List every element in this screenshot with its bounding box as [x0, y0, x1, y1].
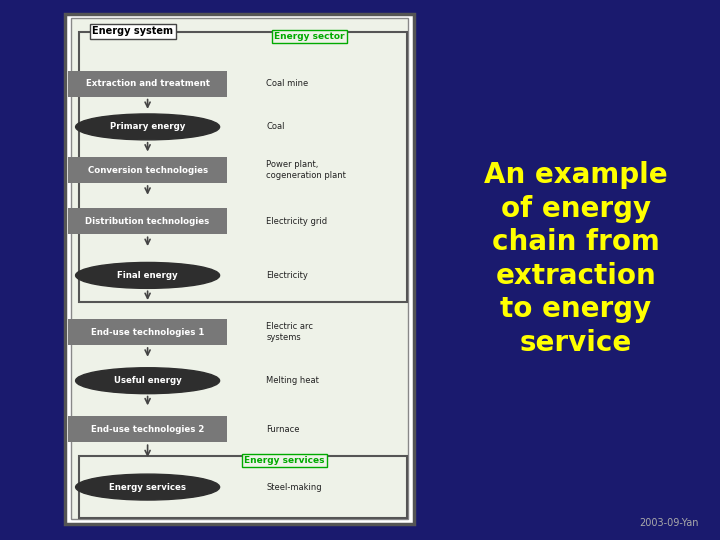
Text: Energy services: Energy services — [109, 483, 186, 491]
Ellipse shape — [76, 474, 220, 500]
Text: Steel-making: Steel-making — [266, 483, 322, 491]
FancyBboxPatch shape — [68, 319, 227, 345]
Text: Useful energy: Useful energy — [114, 376, 181, 385]
FancyBboxPatch shape — [68, 71, 227, 97]
Ellipse shape — [76, 262, 220, 288]
Text: Power plant,
cogeneration plant: Power plant, cogeneration plant — [266, 160, 346, 180]
Text: Electric arc
systems: Electric arc systems — [266, 322, 313, 342]
FancyBboxPatch shape — [79, 32, 407, 302]
Text: Extraction and treatment: Extraction and treatment — [86, 79, 210, 88]
Text: Coal: Coal — [266, 123, 285, 131]
Text: Final energy: Final energy — [117, 271, 178, 280]
Text: Energy sector: Energy sector — [274, 32, 345, 41]
Ellipse shape — [76, 114, 220, 140]
FancyBboxPatch shape — [79, 456, 407, 518]
Text: Primary energy: Primary energy — [110, 123, 185, 131]
Text: End-use technologies 2: End-use technologies 2 — [91, 425, 204, 434]
FancyBboxPatch shape — [68, 157, 227, 183]
Text: Energy services: Energy services — [244, 456, 325, 465]
Text: 2003-09-Yan: 2003-09-Yan — [639, 518, 698, 528]
Text: Coal mine: Coal mine — [266, 79, 309, 88]
FancyBboxPatch shape — [68, 208, 227, 234]
Ellipse shape — [76, 368, 220, 394]
Text: Electricity grid: Electricity grid — [266, 217, 328, 226]
FancyBboxPatch shape — [68, 416, 227, 442]
FancyBboxPatch shape — [71, 18, 408, 519]
Text: End-use technologies 1: End-use technologies 1 — [91, 328, 204, 336]
FancyBboxPatch shape — [65, 14, 414, 524]
Text: Energy system: Energy system — [92, 26, 173, 36]
Text: Melting heat: Melting heat — [266, 376, 319, 385]
Text: An example
of energy
chain from
extraction
to energy
service: An example of energy chain from extracti… — [484, 161, 668, 357]
Text: Distribution technologies: Distribution technologies — [86, 217, 210, 226]
Text: Furnace: Furnace — [266, 425, 300, 434]
Text: Conversion technologies: Conversion technologies — [88, 166, 207, 174]
Text: Electricity: Electricity — [266, 271, 308, 280]
